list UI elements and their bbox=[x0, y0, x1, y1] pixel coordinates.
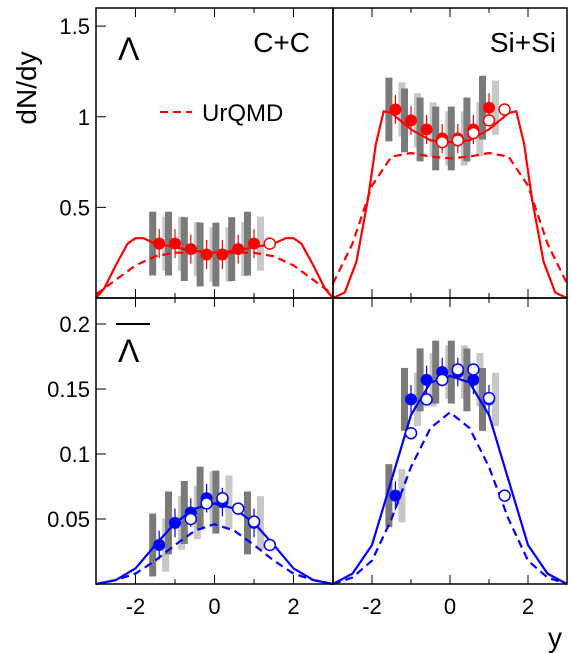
sisi_antilambda-open-point bbox=[404, 426, 418, 440]
cc_antilambda-open-point bbox=[216, 491, 229, 505]
cc_antilambda-open-point bbox=[231, 502, 245, 515]
cc_lambda-filled-point bbox=[169, 237, 181, 250]
panel-label-sisi: Si+Si bbox=[490, 27, 556, 58]
sisi_antilambda-syst-band-light bbox=[492, 372, 499, 427]
sisi_antilambda-urqmd-curve bbox=[332, 410, 568, 586]
sisi_lambda-syst-band-dark bbox=[463, 97, 471, 162]
y-axis-title: dN/dy bbox=[11, 51, 42, 124]
sisi_lambda-open-point bbox=[435, 135, 449, 149]
cc_antilambda-urqmd-curve bbox=[95, 523, 334, 586]
cc_antilambda-y-tick-label: 0.2 bbox=[59, 312, 90, 337]
x-axis-title: y bbox=[548, 622, 562, 653]
cc_antilambda-fit-curve bbox=[95, 502, 334, 586]
sisi_lambda-syst-band-dark bbox=[416, 97, 424, 162]
cc_lambda-syst-band-dark bbox=[165, 211, 172, 276]
cc_antilambda-y-tick-label: 0.15 bbox=[47, 377, 90, 402]
cc_antilambda-syst-band-dark bbox=[196, 466, 204, 530]
cc_lambda-y-tick-label: 0.5 bbox=[59, 195, 90, 220]
cc_lambda-syst-band-dark bbox=[212, 222, 220, 287]
cc_antilambda-x-tick-label: 0 bbox=[208, 594, 220, 619]
sisi_antilambda-syst-band-dark bbox=[479, 367, 486, 431]
sisi_antilambda-open-point bbox=[498, 489, 511, 502]
cc_antilambda-open-point bbox=[247, 515, 261, 528]
sisi_lambda-syst-band-dark bbox=[432, 106, 440, 171]
sisi_lambda-syst-band-dark bbox=[479, 75, 486, 140]
sisi_lambda-syst-band-light bbox=[492, 80, 499, 135]
cc_antilambda-y-tick-label: 0.05 bbox=[47, 507, 90, 532]
cc_antilambda-syst-band-dark bbox=[212, 470, 220, 534]
cc_lambda-y-tick-label: 1 bbox=[78, 105, 90, 130]
sisi_antilambda-open-point bbox=[482, 391, 496, 405]
sisi_antilambda-syst-band-dark bbox=[447, 340, 455, 404]
cc_lambda-filled-point bbox=[248, 237, 260, 250]
sisi_lambda-open-point bbox=[451, 134, 465, 147]
sisi_antilambda-open-point bbox=[435, 373, 449, 387]
data-points bbox=[153, 101, 511, 552]
sisi_antilambda-open-point bbox=[420, 393, 433, 406]
cc_antilambda-syst-band-light bbox=[225, 475, 233, 529]
sisi_antilambda-syst-band-dark bbox=[463, 348, 471, 412]
cc_antilambda-syst-band-dark bbox=[180, 481, 188, 544]
cc_antilambda-filled-point bbox=[153, 539, 166, 551]
sisi_antilambda-open-point bbox=[451, 363, 465, 376]
legend-urqmd-label: UrQMD bbox=[202, 100, 283, 127]
sisi_antilambda-syst-band-dark bbox=[385, 464, 393, 528]
sisi_lambda-syst-band-dark bbox=[401, 88, 408, 153]
cc_lambda-filled-point bbox=[153, 237, 166, 250]
sisi_antilambda-syst-band-dark bbox=[416, 348, 424, 412]
sisi_antilambda-syst-band-light bbox=[398, 468, 406, 523]
cc_antilambda-syst-band-light bbox=[257, 496, 264, 550]
cc_lambda-syst-band-dark bbox=[196, 222, 204, 287]
sisi_antilambda-x-tick-label: -2 bbox=[362, 594, 382, 619]
cc_antilambda-open-point bbox=[184, 512, 198, 526]
cc_antilambda-open-point bbox=[200, 497, 213, 510]
particle-label-lambda: Λ bbox=[118, 31, 140, 67]
sisi_antilambda-x-tick-label: 2 bbox=[522, 594, 534, 619]
sisi_lambda-syst-band-dark bbox=[447, 106, 455, 171]
cc_antilambda-open-point bbox=[263, 538, 277, 552]
sisi_antilambda-fit-curve bbox=[332, 374, 568, 585]
model-curves bbox=[95, 109, 568, 586]
cc_lambda-syst-band-dark bbox=[228, 217, 236, 281]
cc_lambda-filled-point bbox=[216, 248, 229, 261]
sisi_lambda-open-point bbox=[482, 114, 496, 127]
cc_antilambda-y-tick-label: 0.1 bbox=[59, 442, 90, 467]
sisi_antilambda-syst-band-dark bbox=[401, 367, 408, 431]
sisi_antilambda-open-point bbox=[467, 363, 480, 376]
sisi_lambda-open-point bbox=[467, 126, 480, 140]
cc_lambda-open-point bbox=[263, 237, 277, 250]
cc_antilambda-syst-band-dark bbox=[149, 513, 157, 577]
cc_antilambda-x-tick-label: -2 bbox=[126, 594, 146, 619]
sisi_antilambda-x-tick-label: 0 bbox=[444, 594, 456, 619]
cc_antilambda-x-tick-label: 2 bbox=[287, 594, 299, 619]
sisi_antilambda-filled-point bbox=[467, 373, 480, 386]
cc_lambda-filled-point bbox=[232, 243, 245, 256]
sisi_lambda-filled-point bbox=[483, 101, 495, 114]
cc_lambda-urqmd-curve bbox=[95, 251, 334, 296]
sisi_antilambda-filled-point bbox=[420, 373, 433, 386]
cc_antilambda-syst-band-dark bbox=[165, 491, 172, 555]
panel-label-cc: C+C bbox=[253, 27, 310, 58]
cc_lambda-syst-band-light bbox=[257, 216, 264, 271]
sisi_lambda-filled-point bbox=[389, 103, 402, 116]
cc_antilambda-syst-band-dark bbox=[244, 491, 251, 555]
sisi_lambda-filled-point bbox=[420, 123, 433, 136]
sisi_lambda-filled-point bbox=[405, 114, 417, 127]
cc_lambda-syst-band-dark bbox=[244, 211, 251, 276]
sisi_antilambda-filled-point bbox=[405, 393, 417, 406]
sisi_lambda-urqmd-curve bbox=[332, 151, 568, 284]
cc_antilambda-filled-point bbox=[169, 516, 181, 529]
sisi_antilambda-filled-point bbox=[389, 489, 402, 502]
cc_lambda-filled-point bbox=[184, 243, 197, 256]
sisi_lambda-open-point bbox=[498, 103, 511, 116]
sisi_lambda-syst-band-dark bbox=[385, 77, 393, 142]
sisi_antilambda-syst-band-dark bbox=[432, 340, 440, 404]
cc_lambda-y-tick-label: 1.5 bbox=[59, 14, 90, 39]
cc_lambda-filled-point bbox=[200, 248, 213, 261]
axis-ticks: 0.5 1 1.5 0.05 0.1 0.15 0.2 -2 0 2 -2 0 2 bbox=[47, 8, 534, 619]
particle-label-antilambda: Λ bbox=[118, 333, 140, 369]
